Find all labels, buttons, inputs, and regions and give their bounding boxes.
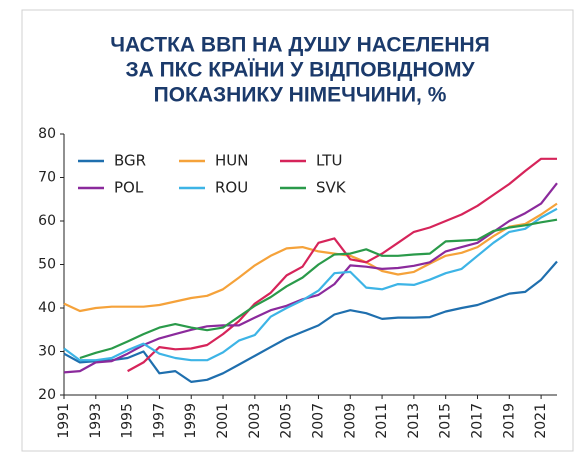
chart-title: ЧАСТКА ВВП НА ДУШУ НАСЕЛЕННЯ <box>110 34 490 57</box>
series-line <box>63 202 558 313</box>
y-tick-label: 30 <box>38 344 56 360</box>
y-tick-label: 60 <box>38 213 56 229</box>
x-tick-label: 1991 <box>56 403 72 439</box>
x-tick-label: 2019 <box>501 403 517 439</box>
series-line <box>63 260 558 383</box>
legend-label: LTU <box>316 152 342 170</box>
x-tick-label: 2013 <box>406 403 422 439</box>
x-tick-label: 1999 <box>183 403 199 439</box>
chart-title: ЗА ПКС КРАЇНИ У ВІДПОВІДНОМУ <box>125 59 475 82</box>
legend-label: SVK <box>316 179 347 197</box>
chart-title: ПОКАЗНИКУ НІМЕЧЧИНИ, % <box>154 84 447 107</box>
legend-label: ROU <box>215 179 248 197</box>
y-tick-label: 40 <box>38 300 56 316</box>
x-tick-label: 2009 <box>342 403 358 439</box>
y-tick-label: 80 <box>38 126 56 142</box>
series-line <box>63 207 558 362</box>
x-tick-label: 2021 <box>533 403 549 439</box>
x-tick-label: 2005 <box>279 403 295 439</box>
x-tick-label: 2017 <box>469 403 485 439</box>
series-line <box>79 218 558 360</box>
x-tick-label: 2015 <box>438 403 454 439</box>
series-line <box>127 157 557 373</box>
legend-label: POL <box>114 179 144 197</box>
x-tick-label: 2011 <box>374 403 390 439</box>
x-tick-label: 2003 <box>247 403 263 439</box>
frame <box>21 9 574 452</box>
x-tick-label: 2001 <box>215 403 231 439</box>
y-tick-label: 50 <box>38 257 56 273</box>
series-line <box>63 182 558 374</box>
x-tick-label: 1995 <box>120 403 136 439</box>
x-tick-label: 2007 <box>310 403 326 439</box>
x-tick-label: 1993 <box>88 403 104 439</box>
y-tick-label: 20 <box>38 387 56 403</box>
legend-label: HUN <box>215 152 248 170</box>
legend-label: BGR <box>114 152 146 170</box>
x-tick-label: 1997 <box>151 403 167 439</box>
y-tick-label: 70 <box>38 170 56 186</box>
